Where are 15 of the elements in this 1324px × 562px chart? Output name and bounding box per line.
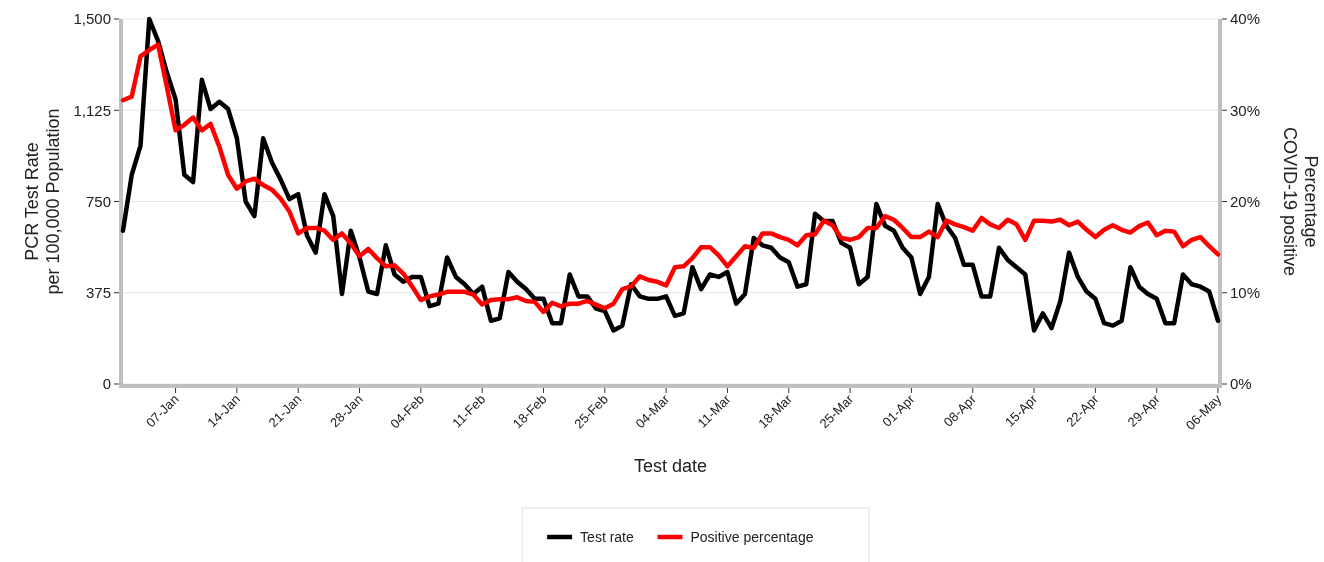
legend-label: Positive percentage [690,528,814,545]
y-axis-title: PCR Test Rate per 100,000 Population [22,108,63,295]
y2-tick-label: 0% [1230,375,1252,393]
y-tick-label: 0 [102,375,111,393]
y-tick-label: 750 [85,192,111,210]
y-tick-label: 375 [85,284,111,301]
y2-axis-title: Percentage COVID-19 positive [1280,126,1321,277]
y2-tick-label: 40% [1230,10,1261,28]
x-axis-title: Test date [633,456,708,476]
y-tick-label: 1,125 [73,101,111,119]
y2-tick-label: 10% [1230,284,1261,301]
legend-label: Test rate [580,528,634,545]
y-tick-label: 1,500 [73,10,111,28]
y2-tick-label: 30% [1230,101,1261,119]
y2-tick-label: 20% [1230,192,1261,210]
